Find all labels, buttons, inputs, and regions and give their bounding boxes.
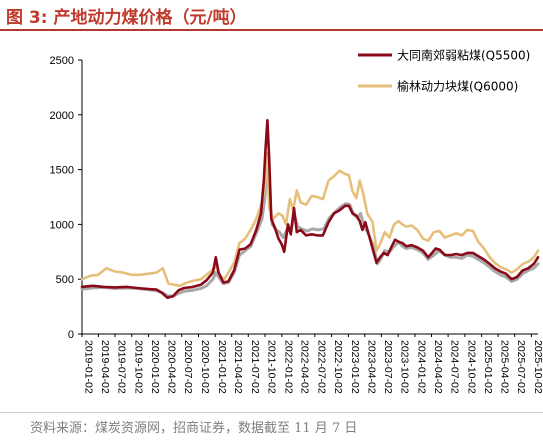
source-divider [0, 412, 543, 413]
x-tick-label: 2020-04-02 [166, 340, 178, 394]
series-line-1 [80, 119, 540, 300]
series-lines [80, 119, 540, 300]
title-divider [0, 29, 543, 31]
x-tick-label: 2020-01-02 [149, 340, 161, 394]
x-tick-label: 2022-07-02 [315, 340, 327, 394]
x-tick-label: 2024-01-02 [415, 340, 427, 394]
x-tick-label: 2025-04-02 [499, 340, 511, 394]
series-line-2 [80, 151, 540, 288]
x-tick-label: 2024-10-02 [465, 340, 477, 394]
y-tick-label: 500 [56, 274, 74, 286]
x-tick-label: 2023-04-02 [365, 340, 377, 394]
x-tick-label: 2024-07-02 [449, 340, 461, 394]
axes: 0 500 1000 1500 2000 2500 2019-01-02 2019-04-02… [50, 55, 543, 394]
x-tick-label: 2023-10-02 [399, 340, 411, 394]
x-tick-label: 2023-01-02 [349, 340, 361, 394]
x-tick-label: 2025-01-02 [482, 340, 494, 394]
legend-label: 大同南郊弱粘煤(Q5500) [397, 48, 530, 63]
y-tick-label: 0 [68, 329, 74, 341]
x-tick-label: 2022-04-02 [299, 340, 311, 394]
x-tick-label: 2021-10-02 [266, 340, 278, 394]
source-note: 资料来源：煤炭资源网，招商证券，数据截至 11 月 7 日 [30, 421, 358, 436]
x-tick-label: 2020-07-02 [182, 340, 194, 394]
x-tick-label: 2019-04-02 [99, 340, 111, 394]
y-tick-label: 2000 [50, 110, 74, 122]
x-tick-label: 2023-07-02 [382, 340, 394, 394]
x-tick-label: 2025-07-02 [515, 340, 527, 394]
x-tick-label: 2019-01-02 [83, 340, 95, 394]
y-tick-label: 2500 [50, 55, 74, 67]
x-tick-label: 2019-10-02 [132, 340, 144, 394]
x-tick-label: 2019-07-02 [116, 340, 128, 394]
y-tick-label: 1500 [50, 165, 74, 177]
x-tick-label: 2024-04-02 [432, 340, 444, 394]
x-tick-label: 2025-10-02 [532, 340, 543, 394]
x-tick-label: 2021-07-02 [249, 340, 261, 394]
x-tick-label: 2021-01-02 [216, 340, 228, 394]
legend: 大同南郊弱粘煤(Q5500) 榆林动力块煤(Q6000) [358, 48, 530, 94]
figure-title: 图 3: 产地动力煤价格（元/吨） [6, 8, 247, 28]
x-tick-label: 2022-01-02 [282, 340, 294, 394]
x-tick-label: 2021-04-02 [232, 340, 244, 394]
x-tick-label: 2020-10-02 [199, 340, 211, 394]
series-line-3 [80, 157, 540, 298]
y-tick-label: 1000 [50, 219, 74, 231]
x-tick-label: 2022-10-02 [332, 340, 344, 394]
legend-label: 榆林动力块煤(Q6000) [397, 79, 518, 94]
